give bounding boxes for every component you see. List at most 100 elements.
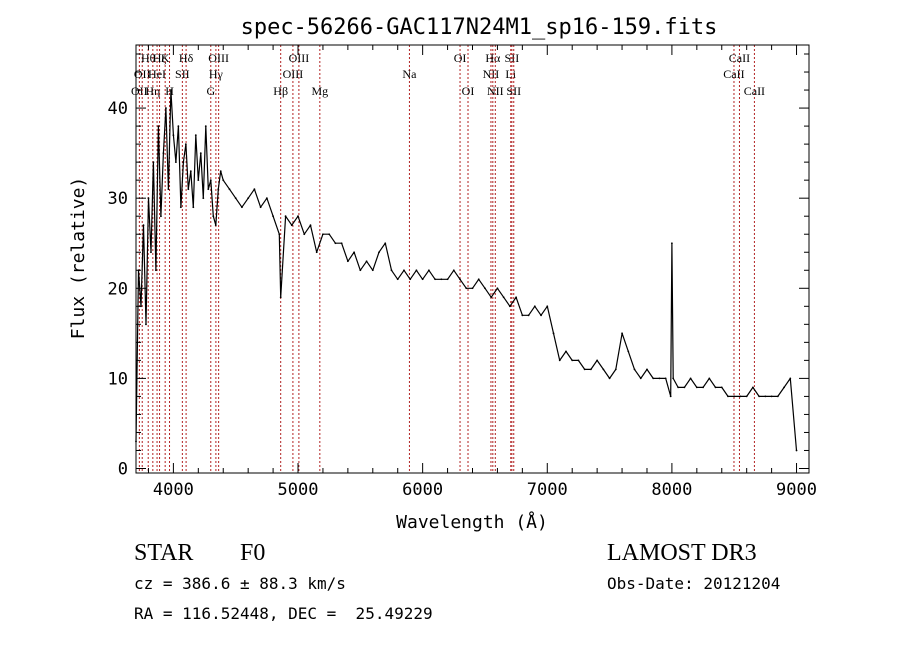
spectrum-point xyxy=(241,206,243,209)
object-subclass: F0 xyxy=(240,540,266,566)
spectrum-point xyxy=(259,206,262,209)
spectrum-point xyxy=(346,260,349,263)
spectrum-point xyxy=(583,368,586,371)
spectrum-point xyxy=(172,134,175,137)
spectral-line-label: HeI xyxy=(148,67,166,81)
redshift-cz: cz = 386.6 ± 88.3 km/s xyxy=(134,574,346,593)
spectrum-point xyxy=(152,161,155,164)
spectrum-point xyxy=(279,296,282,299)
spectrum-point xyxy=(658,377,661,380)
spectrum-point xyxy=(340,242,343,245)
spectrum-point xyxy=(452,269,455,272)
spectrum-point xyxy=(415,269,418,272)
spectrum-point xyxy=(353,251,356,254)
spectral-line-label: Mg xyxy=(311,84,328,98)
spectral-line-label: NII xyxy=(483,67,500,81)
spectrum-point xyxy=(602,368,605,371)
y-axis-label: Flux (relative) xyxy=(68,177,89,340)
spectrum-point xyxy=(403,269,405,272)
spectrum-point xyxy=(672,377,675,380)
spectrum-point xyxy=(409,278,412,281)
spectrum-point xyxy=(459,278,461,281)
axes: 4000 5000 6000 7000 8000 9000 0 10 20 30 40 xyxy=(108,44,817,500)
spectral-line-markers: OIIOIIHθHηHeIHζKHSIIHδGHγOIIIHβOIIIOIIIM… xyxy=(131,45,765,473)
spectrum-point xyxy=(490,296,493,299)
spectrum-point xyxy=(727,395,729,398)
spectrum-point xyxy=(147,197,150,200)
object-class: STAR xyxy=(134,540,194,566)
spectral-line-label: Na xyxy=(402,67,417,81)
spectrum-point xyxy=(384,242,387,245)
spectral-line-label: OI xyxy=(454,51,467,65)
spectrum-point xyxy=(689,377,692,380)
x-tick-label: 7000 xyxy=(527,480,568,500)
spectrum-point xyxy=(157,125,160,127)
spectrum-point xyxy=(664,377,667,380)
spectral-line-label: Hβ xyxy=(273,84,288,98)
spectrum-point xyxy=(165,107,167,109)
spectrum-point xyxy=(365,260,368,263)
spectral-line-label: SII xyxy=(506,84,521,98)
spectrum-point xyxy=(160,215,162,218)
x-tick-label: 9000 xyxy=(776,480,817,500)
spectrum-point xyxy=(471,287,474,290)
spectrum-point xyxy=(212,215,215,218)
spectrum-point xyxy=(202,197,205,200)
spectrum-point xyxy=(390,269,393,272)
spectrum-point xyxy=(527,314,530,317)
spectral-line-label: G xyxy=(206,84,215,98)
spectrum-point xyxy=(671,242,673,245)
spectrum-point xyxy=(434,278,437,281)
spectrum-point xyxy=(446,278,449,281)
spectral-line-label: Hθ xyxy=(141,51,156,65)
spectral-line-label: Li xyxy=(505,67,516,81)
spectral-line-label: H xyxy=(165,84,174,98)
spectrum-point xyxy=(533,305,536,308)
spectrum-point xyxy=(334,242,337,245)
spectrum-point xyxy=(770,395,773,398)
spectrum-point xyxy=(219,170,222,173)
spectrum-point xyxy=(167,188,170,191)
spectral-line-label: SII xyxy=(175,67,190,81)
spectrum-point xyxy=(571,359,574,362)
spectrum-point xyxy=(184,143,187,146)
spectrum-point xyxy=(174,161,177,164)
spectrum-point xyxy=(150,251,152,254)
spectrum-point xyxy=(565,350,567,353)
spectral-line-label: OI xyxy=(462,84,475,98)
spectral-line-label: OIII xyxy=(283,67,304,81)
spectrum-series xyxy=(135,89,798,452)
spectral-line-label: Hη xyxy=(145,84,160,98)
spectrum-point xyxy=(795,449,798,452)
spectrum-point xyxy=(502,296,505,299)
spectral-line-label: Hγ xyxy=(209,67,224,81)
spectrum-point xyxy=(284,215,287,218)
spectrum-point xyxy=(209,179,212,182)
spectrum-point xyxy=(477,278,480,281)
spectrum-point xyxy=(745,395,748,398)
spectrum-point xyxy=(558,359,561,362)
spectrum-point xyxy=(789,377,792,380)
spectrum-point xyxy=(179,206,182,209)
spectrum-point xyxy=(695,386,698,389)
spectral-line-label: OIII xyxy=(208,51,229,65)
spectrum-point xyxy=(614,368,617,371)
spectrum-point xyxy=(752,386,754,389)
spectrum-point xyxy=(440,278,443,281)
spectrum-point xyxy=(371,269,374,272)
spectrum-point xyxy=(253,188,256,191)
spectrum-point xyxy=(328,233,331,236)
spectrum-point xyxy=(702,386,704,389)
spectrum-point xyxy=(652,377,655,380)
spectrum-point xyxy=(297,215,299,218)
spectrum-point xyxy=(596,359,599,362)
spectrum-point xyxy=(315,251,318,254)
spectrum-point xyxy=(217,188,220,191)
spectrum-point xyxy=(776,395,779,398)
spectrum-point xyxy=(758,395,761,398)
x-tick-label: 4000 xyxy=(153,480,194,500)
spectrum-point xyxy=(739,395,742,398)
x-axis-label: Wavelength (Å) xyxy=(396,511,548,533)
